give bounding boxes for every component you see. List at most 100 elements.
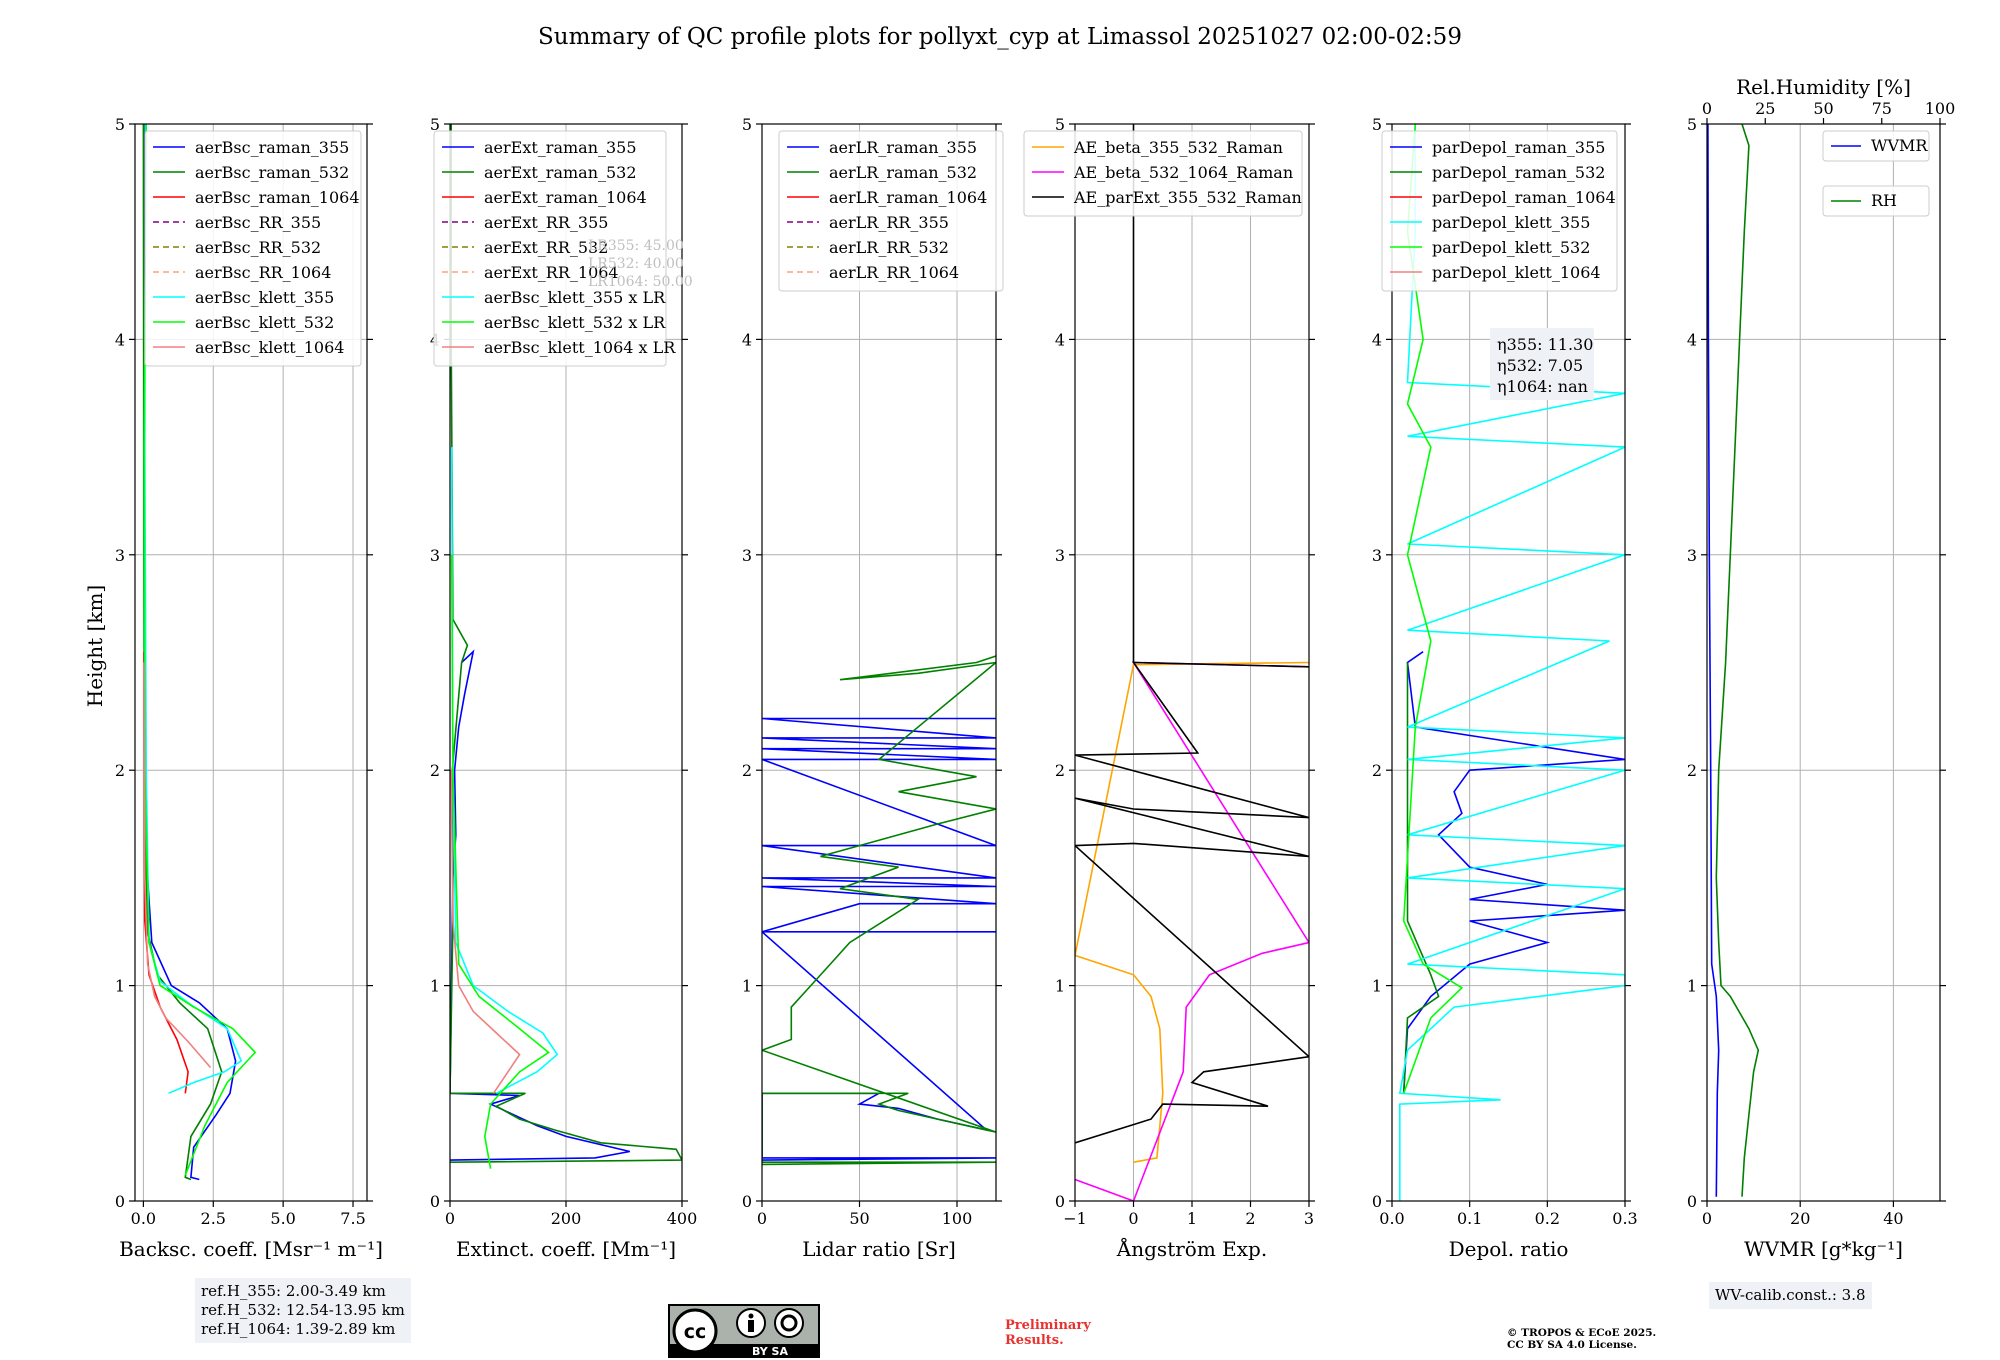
legend-label: aerBsc_raman_355	[195, 138, 349, 157]
y-tick-label: 1	[430, 977, 440, 996]
y-tick-label: 3	[430, 546, 440, 565]
series-group	[1707, 124, 1760, 1197]
y-tick-label: 0	[1055, 1192, 1065, 1211]
y-tick-label: 3	[1687, 546, 1697, 565]
series-aerBsc_klett_1064	[143, 662, 212, 1069]
y-tick-label: 0	[1687, 1192, 1697, 1211]
y-tick-label: 5	[115, 115, 125, 134]
x-axis-label: WVMR [g*kg⁻¹]	[1744, 1237, 1903, 1261]
legend-label: aerLR_raman_532	[829, 163, 977, 182]
x-tick-label: 50	[849, 1209, 869, 1228]
y-tick-label: 2	[1687, 761, 1697, 780]
legend-label: aerExt_RR_1064	[484, 263, 619, 282]
series-group	[1398, 124, 1625, 1201]
panel-lidar_ratio: 0 50 100 0 1 2 3 4 5 Lidar ratio [Sr] aerLR_raman_…	[742, 115, 1004, 1261]
panel-extinction: 0200400012345Extinct. coeff. [Mm⁻¹]aerEx…	[430, 115, 697, 1261]
legend-box	[1381, 130, 1618, 292]
axes-frame	[761, 123, 997, 1202]
legend-label: parDepol_klett_355	[1432, 213, 1590, 232]
series-aerBsc_klett_1064 x LR	[450, 770, 521, 1094]
legend-label: AE_beta_355_532_Raman	[1073, 138, 1283, 157]
x-tick-label: 0.1	[1457, 1209, 1482, 1228]
y-tick-label: 2	[115, 761, 125, 780]
panel-wvmr: 0 20 40 0 1 2 3 4 5 WVMR [g*kg⁻¹] 0 25 50 75 100 Rel.Hu…	[1687, 75, 1955, 1261]
panel-depol: 0.0 0.1 0.2 0.3 0 1 2 3 4 5 Depol. ratio parDepol_r…	[1372, 115, 1638, 1261]
x2-tick-label: 75	[1872, 99, 1892, 118]
y-tick-label: 3	[1372, 546, 1382, 565]
y-tick-label: 5	[1372, 115, 1382, 134]
cc-by-sa-logo: cc BY SA	[668, 1304, 820, 1358]
series-aerBsc_raman_1064	[143, 651, 189, 1094]
axes-frame	[1391, 123, 1626, 1202]
series-parDepol_klett_532	[1402, 124, 1464, 1094]
y-tick-label: 0	[742, 1192, 752, 1211]
x-tick-label: 0.0	[131, 1209, 156, 1228]
x-tick-label: 0.3	[1612, 1209, 1637, 1228]
legend-box	[1822, 130, 1930, 162]
y-tick-label: 3	[115, 546, 125, 565]
y-tick-label: 2	[1055, 761, 1065, 780]
y-tick-label: 5	[742, 115, 752, 134]
y-tick-label: 4	[115, 330, 125, 349]
legend-label: aerBsc_RR_532	[195, 238, 321, 257]
legend-label: AE_parExt_355_532_Raman	[1073, 188, 1302, 207]
legend-label: aerLR_raman_355	[829, 138, 977, 157]
y-tick-label: 5	[430, 115, 440, 134]
x-tick-label: 3	[1304, 1209, 1314, 1228]
y-tick-label: 1	[1055, 977, 1065, 996]
x2-tick-label: 25	[1755, 99, 1775, 118]
eta-annotation: η355: 11.30	[1497, 335, 1593, 354]
series-AE_beta_532_1064_Raman	[1075, 661, 1309, 1201]
legend-box	[1023, 130, 1303, 217]
legend-label: aerBsc_klett_532	[195, 313, 334, 332]
x-tick-label: 0.0	[1379, 1209, 1404, 1228]
legend-label: aerBsc_klett_1064 x LR	[484, 338, 676, 357]
legend-label: aerBsc_klett_1064	[195, 338, 344, 357]
y-tick-label: 1	[1372, 977, 1382, 996]
series-aerBsc_klett_532 x LR	[450, 554, 550, 1169]
lr-annotation: LR532: 40.00	[588, 256, 684, 272]
series-group	[450, 124, 682, 1169]
ref-height-1064: ref.H_1064: 1.39-2.89 km	[201, 1320, 396, 1338]
legend-label: aerBsc_RR_355	[195, 213, 321, 232]
eta-annotation: η1064: nan	[1497, 377, 1588, 396]
legend-label: aerBsc_raman_1064	[195, 188, 360, 207]
y-tick-label: 1	[115, 977, 125, 996]
preliminary-line-1: Preliminary	[1005, 1318, 1091, 1333]
cc-icon	[672, 1308, 718, 1354]
y-tick-label: 2	[430, 761, 440, 780]
y-tick-label: 4	[742, 330, 752, 349]
x-tick-label: 400	[667, 1209, 698, 1228]
x-tick-label: 0.2	[1535, 1209, 1560, 1228]
legend-label: aerLR_RR_1064	[829, 263, 959, 282]
legend-label: aerBsc_klett_355 x LR	[484, 288, 666, 307]
legend-label: RH	[1871, 191, 1897, 210]
series-parDepol_raman_355	[1402, 651, 1625, 1094]
legend-label: parDepol_raman_355	[1432, 138, 1605, 157]
x-axis-label: Backsc. coeff. [Msr⁻¹ m⁻¹]	[119, 1237, 383, 1261]
x-axis-label: Ångström Exp.	[1116, 1236, 1267, 1261]
y-tick-label: 3	[742, 546, 752, 565]
y-tick-label: 1	[742, 977, 752, 996]
y-tick-label: 0	[430, 1192, 440, 1211]
legend-label: aerExt_raman_355	[484, 138, 637, 157]
series-WVMR	[1707, 124, 1720, 1197]
legend-label: aerExt_raman_1064	[484, 188, 647, 207]
series-parDepol_klett_355	[1398, 124, 1625, 1201]
x-tick-label: 2	[1245, 1209, 1255, 1228]
legend-box	[778, 130, 1004, 292]
eta-annotation: η532: 7.05	[1497, 356, 1583, 375]
x-tick-label: 5.0	[270, 1209, 295, 1228]
x-tick-label: 0	[445, 1209, 455, 1228]
series-group	[1075, 124, 1309, 1201]
x-tick-label: 0	[1128, 1209, 1138, 1228]
x-tick-label: 0	[1702, 1209, 1712, 1228]
figure-title: Summary of QC profile plots for pollyxt_…	[538, 24, 1462, 50]
x-tick-label: 1	[1187, 1209, 1197, 1228]
x-axis-label: Lidar ratio [Sr]	[802, 1237, 956, 1261]
legend-box	[144, 130, 362, 367]
y-tick-label: 4	[1055, 330, 1065, 349]
x2-tick-label: 100	[1925, 99, 1956, 118]
x-tick-label: 40	[1883, 1209, 1903, 1228]
y-tick-label: 3	[1055, 546, 1065, 565]
